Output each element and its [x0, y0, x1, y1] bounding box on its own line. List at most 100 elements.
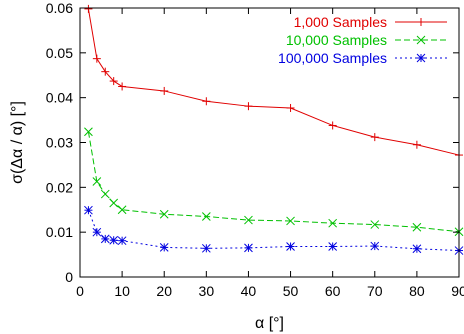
series-3 [84, 205, 464, 255]
data-point [117, 205, 127, 215]
data-point [84, 205, 93, 215]
data-point [109, 235, 119, 245]
x-tick-label: 40 [241, 283, 257, 299]
data-point-stroke [92, 227, 102, 237]
data-point-stroke [370, 241, 380, 251]
legend-label: 1,000 Samples [294, 14, 387, 30]
data-point [202, 97, 211, 106]
data-point-stroke [244, 243, 253, 253]
series-1 [84, 4, 463, 160]
y-tick-label: 0.05 [46, 45, 73, 61]
data-point-stroke [328, 218, 338, 228]
legend-marker [417, 18, 425, 26]
x-tick-label: 90 [451, 283, 464, 299]
data-point [286, 103, 295, 112]
data-point [328, 218, 338, 228]
x-tick-label: 50 [283, 283, 299, 299]
legend-marker-stroke [416, 53, 426, 63]
y-tick-label: 0.03 [46, 135, 73, 151]
plot-marks [84, 4, 464, 255]
legend-marker [416, 53, 426, 63]
data-point-stroke [286, 242, 295, 251]
y-tick-label: 0 [65, 269, 73, 285]
x-tick-label: 80 [409, 283, 425, 299]
data-point [92, 177, 102, 186]
data-point-stroke [100, 234, 110, 244]
y-tick-label: 0.01 [46, 224, 73, 240]
data-point [370, 220, 380, 229]
y-tick-label: 0.06 [46, 0, 73, 16]
data-point-stroke [159, 243, 169, 252]
data-point [100, 189, 110, 199]
data-point-stroke [84, 127, 93, 137]
data-point [328, 121, 337, 130]
data-point-stroke [84, 205, 93, 215]
data-point-stroke [109, 198, 119, 208]
data-point [159, 209, 169, 219]
x-tick-label: 10 [114, 283, 130, 299]
legend: 1,000 Samples 10,000 Samples 100,000 Sampl… [278, 14, 447, 66]
data-point-stroke [201, 212, 211, 221]
y-tick-label: 0.04 [46, 90, 73, 106]
data-point-stroke [109, 235, 119, 245]
data-point [100, 234, 110, 244]
data-point [84, 4, 93, 13]
data-point-stroke [286, 216, 295, 226]
data-point [412, 140, 421, 149]
data-point [117, 236, 127, 246]
data-point-stroke [412, 244, 422, 254]
data-point-stroke [100, 189, 110, 199]
data-point [412, 222, 422, 232]
data-point [286, 216, 295, 226]
legend-label: 100,000 Samples [278, 50, 387, 66]
data-point [109, 77, 118, 86]
data-point-stroke [201, 243, 211, 253]
series-line [87, 8, 460, 156]
legend-marker [416, 35, 426, 45]
x-tick-label: 20 [156, 283, 172, 299]
data-point [370, 241, 380, 251]
x-tick-label: 30 [199, 283, 215, 299]
legend-entry: 1,000 Samples [294, 14, 447, 30]
y-axis-label: σ(Δα / α) [°] [9, 101, 26, 184]
data-point [244, 243, 253, 253]
data-point-stroke [328, 242, 338, 251]
data-point [92, 54, 101, 63]
x-axis-label: α [°] [255, 315, 284, 332]
data-point [244, 215, 253, 225]
x-tick-label: 70 [367, 283, 383, 299]
legend-entry: 10,000 Samples [286, 32, 447, 48]
data-point [160, 86, 169, 95]
data-point-stroke [370, 220, 380, 229]
data-point-stroke [117, 205, 127, 215]
data-point-stroke [159, 209, 169, 219]
legend-label: 10,000 Samples [286, 32, 387, 48]
data-point-stroke [244, 215, 253, 225]
data-point-stroke [412, 222, 422, 232]
data-point [286, 242, 295, 251]
axis-ticks: 0 10 20 30 40 50 60 70 80 90 0 0.01 0.02 0.03 0.04 0.05… [46, 0, 464, 299]
data-point [84, 127, 93, 137]
series-2 [84, 127, 464, 237]
data-point [101, 67, 110, 76]
data-point [370, 133, 379, 142]
x-tick-label: 0 [76, 283, 84, 299]
data-point [92, 227, 102, 237]
legend-marker-stroke [416, 35, 426, 45]
data-point [201, 212, 211, 221]
x-tick-label: 60 [325, 283, 341, 299]
data-point [328, 242, 338, 251]
series-line [87, 131, 460, 233]
data-point [159, 243, 169, 252]
data-point [412, 244, 422, 254]
legend-entry: 100,000 Samples [278, 50, 447, 66]
data-point-stroke [117, 236, 127, 246]
data-point-stroke [92, 177, 102, 186]
y-tick-label: 0.02 [46, 179, 73, 195]
data-point [109, 198, 119, 208]
series-line [87, 210, 460, 252]
data-point [244, 102, 253, 111]
data-point [201, 243, 211, 253]
data-point [118, 82, 127, 91]
